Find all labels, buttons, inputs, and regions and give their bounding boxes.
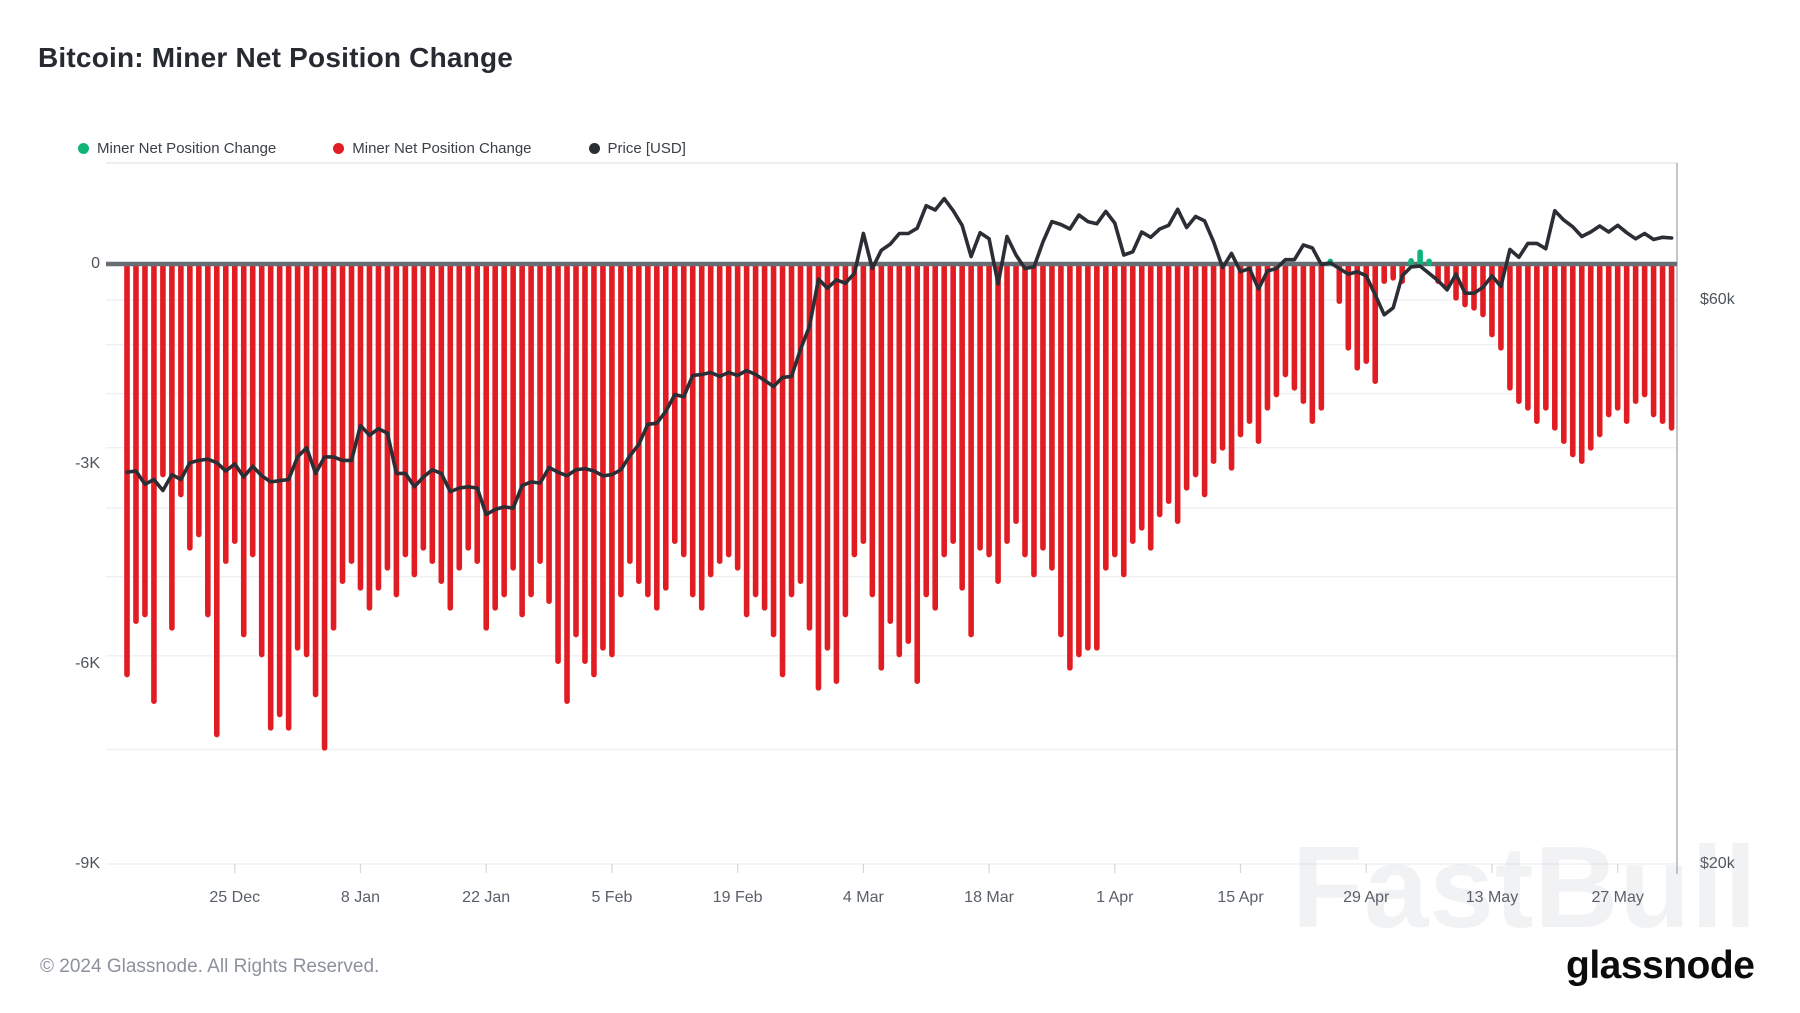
legend-item-miner-positive[interactable]: Miner Net Position Change [78, 140, 276, 157]
x-axis-tick-label: 13 May [1465, 889, 1519, 906]
legend: Miner Net Position Change Miner Net Posi… [78, 140, 686, 157]
x-axis-tick-label: 4 Mar [842, 889, 884, 906]
copyright-footer: © 2024 Glassnode. All Rights Reserved. [40, 956, 380, 977]
x-axis-tick-label: 15 Apr [1217, 889, 1264, 906]
x-axis-tick-label: 19 Feb [712, 889, 763, 906]
y-axis-tick-label: -6K [75, 655, 100, 672]
y-axis-tick-label: -3K [75, 455, 100, 472]
legend-label: Miner Net Position Change [352, 140, 532, 157]
x-axis-tick-label: 8 Jan [340, 889, 381, 906]
green-dot-icon [78, 143, 89, 154]
red-dot-icon [333, 143, 345, 154]
glassnode-logo[interactable]: glassnode [1566, 944, 1755, 987]
x-axis-tick-label: 27 May [1591, 889, 1644, 906]
x-axis-tick-label: 22 Jan [462, 889, 511, 906]
price-axis-tick-label: $20k [1700, 855, 1735, 872]
legend-item-price[interactable]: Price [USD] [588, 140, 686, 157]
black-dot-icon [588, 143, 600, 154]
x-axis-tick-label: 25 Dec [209, 889, 261, 906]
legend-item-miner-negative[interactable]: Miner Net Position Change [333, 140, 532, 157]
x-axis-tick-label: 5 Feb [591, 889, 633, 906]
legend-label: Miner Net Position Change [97, 140, 277, 157]
x-axis-tick-label: 18 Mar [964, 889, 1014, 906]
y-axis-tick-label: 0 [91, 255, 100, 272]
x-axis-tick-label: 1 Apr [1096, 889, 1134, 906]
price-axis-tick-label: $60k [1700, 291, 1735, 308]
legend-label: Price [USD] [607, 140, 686, 157]
y-axis-tick-label: -9K [75, 855, 100, 872]
page-title: Bitcoin: Miner Net Position Change [38, 42, 514, 73]
x-axis-tick-label: 29 Apr [1343, 889, 1390, 906]
